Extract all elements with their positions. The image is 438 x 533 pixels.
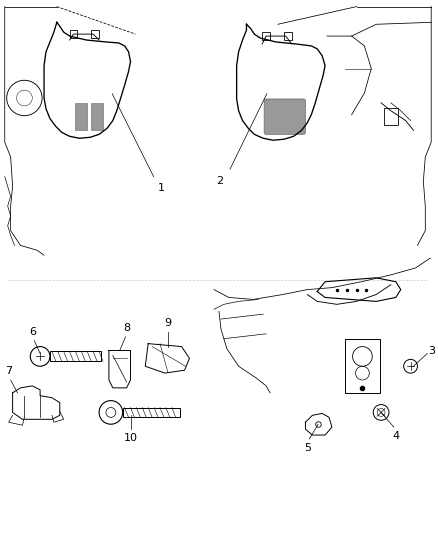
- Bar: [91, 103, 103, 131]
- Text: 6: 6: [29, 327, 36, 337]
- Bar: [70, 30, 78, 38]
- Bar: [91, 30, 99, 38]
- Text: 10: 10: [124, 433, 138, 443]
- Text: 4: 4: [392, 431, 399, 441]
- Text: 3: 3: [428, 345, 435, 356]
- Bar: [123, 408, 180, 417]
- FancyBboxPatch shape: [264, 99, 305, 134]
- Bar: [75, 103, 87, 131]
- Bar: [384, 108, 398, 125]
- Text: 2: 2: [216, 175, 223, 185]
- Bar: [345, 339, 380, 393]
- Bar: [50, 351, 101, 361]
- Bar: [262, 32, 270, 40]
- Text: 5: 5: [304, 443, 311, 453]
- Text: 9: 9: [164, 318, 171, 328]
- Text: 7: 7: [5, 366, 12, 376]
- Bar: [284, 32, 292, 40]
- Text: 8: 8: [123, 323, 130, 333]
- Text: 1: 1: [158, 183, 165, 193]
